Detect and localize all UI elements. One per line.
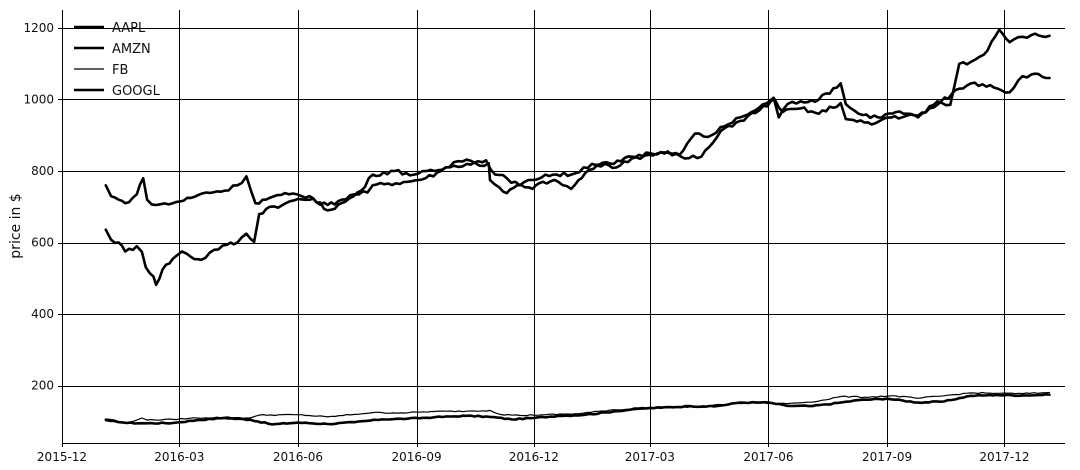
x-tick-label-2017-09: 2017-09 bbox=[862, 450, 912, 464]
y-tick-label-1200: 1200 bbox=[23, 21, 54, 35]
x-tick-label-2016-06: 2016-06 bbox=[273, 450, 323, 464]
legend-label-amzn: AMZN bbox=[112, 42, 151, 57]
series-line-amzn bbox=[104, 28, 1051, 287]
x-tick-label-2017-06: 2017-06 bbox=[743, 450, 793, 464]
y-tick-label-600: 600 bbox=[31, 236, 54, 250]
legend-label-fb: FB bbox=[112, 63, 128, 78]
series-layer bbox=[104, 28, 1051, 426]
series-line-fb bbox=[105, 391, 1051, 424]
x-tick-label-2016-12: 2016-12 bbox=[509, 450, 559, 464]
y-axis-title: price in $ bbox=[8, 193, 24, 258]
x-tick-label-2016-09: 2016-09 bbox=[391, 450, 441, 464]
legend: AAPL AMZN FB GOOGL bbox=[74, 21, 161, 99]
series-line-aapl bbox=[104, 393, 1051, 426]
x-tick-label-2017-12: 2017-12 bbox=[979, 450, 1029, 464]
series-line-googl bbox=[104, 72, 1051, 212]
x-tick-label-2015-12: 2015-12 bbox=[37, 450, 87, 464]
y-tick-label-1000: 1000 bbox=[23, 92, 54, 106]
legend-label-googl: GOOGL bbox=[112, 84, 161, 99]
x-tick-label-2016-03: 2016-03 bbox=[154, 450, 204, 464]
y-tick-label-800: 800 bbox=[31, 164, 54, 178]
axis-layer: 200 400 600 800 1000 1200 2015-12 2016-03 2016-0… bbox=[23, 10, 1065, 464]
x-tick-label-2017-03: 2017-03 bbox=[625, 450, 675, 464]
y-tick-label-400: 400 bbox=[31, 307, 54, 321]
legend-label-aapl: AAPL bbox=[112, 21, 146, 36]
y-tick-label-200: 200 bbox=[31, 379, 54, 393]
grid-layer bbox=[62, 10, 1065, 443]
